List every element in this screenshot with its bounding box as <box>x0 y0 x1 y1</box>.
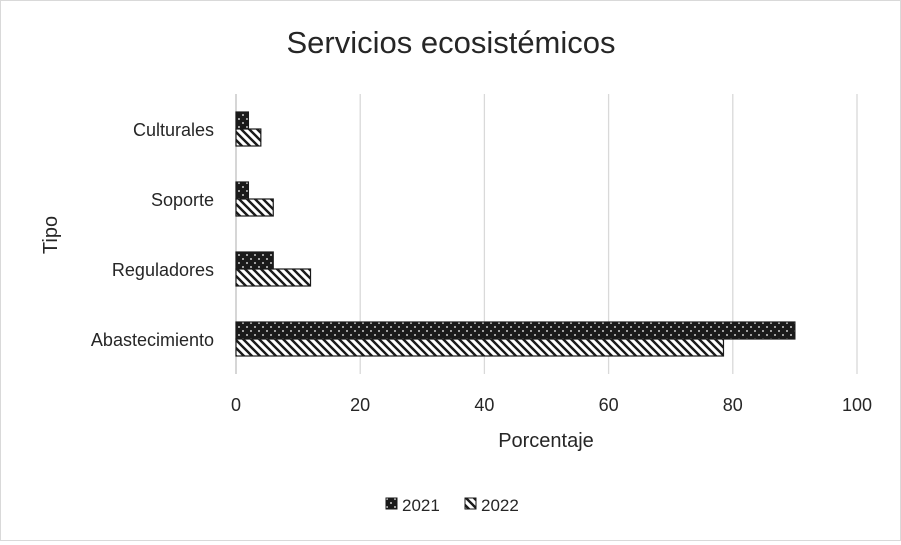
y-tick-label: Soporte <box>151 190 214 210</box>
bar-2022-reguladores <box>235 268 312 287</box>
x-tick-label: 60 <box>599 395 619 415</box>
x-tick-label: 100 <box>842 395 872 415</box>
bar-2021-soporte <box>235 181 250 200</box>
y-tick-label: Culturales <box>133 120 214 140</box>
x-tick-label: 80 <box>723 395 743 415</box>
bar-2022-culturales <box>235 128 262 147</box>
legend-swatch-2022 <box>464 497 477 510</box>
legend-label-2021: 2021 <box>402 496 440 515</box>
x-tick-label: 40 <box>474 395 494 415</box>
bar-2022-abastecimiento <box>235 338 725 357</box>
chart-title: Servicios ecosistémicos <box>286 25 615 60</box>
bar-2021-reguladores <box>235 251 274 270</box>
x-tick-label: 20 <box>350 395 370 415</box>
bar-2022-soporte <box>235 198 274 217</box>
y-axis-label: Tipo <box>40 216 62 254</box>
y-tick-label: Reguladores <box>112 260 214 280</box>
bar-2021-abastecimiento <box>235 321 796 340</box>
bar-2021-culturales <box>235 111 250 130</box>
legend: 2021 2022 <box>385 496 519 515</box>
legend-swatch-2021 <box>385 497 398 510</box>
y-tick-label: Abastecimiento <box>91 330 214 350</box>
x-tick-label: 0 <box>231 395 241 415</box>
x-axis-label: Porcentaje <box>498 430 594 452</box>
legend-label-2022: 2022 <box>481 496 519 515</box>
